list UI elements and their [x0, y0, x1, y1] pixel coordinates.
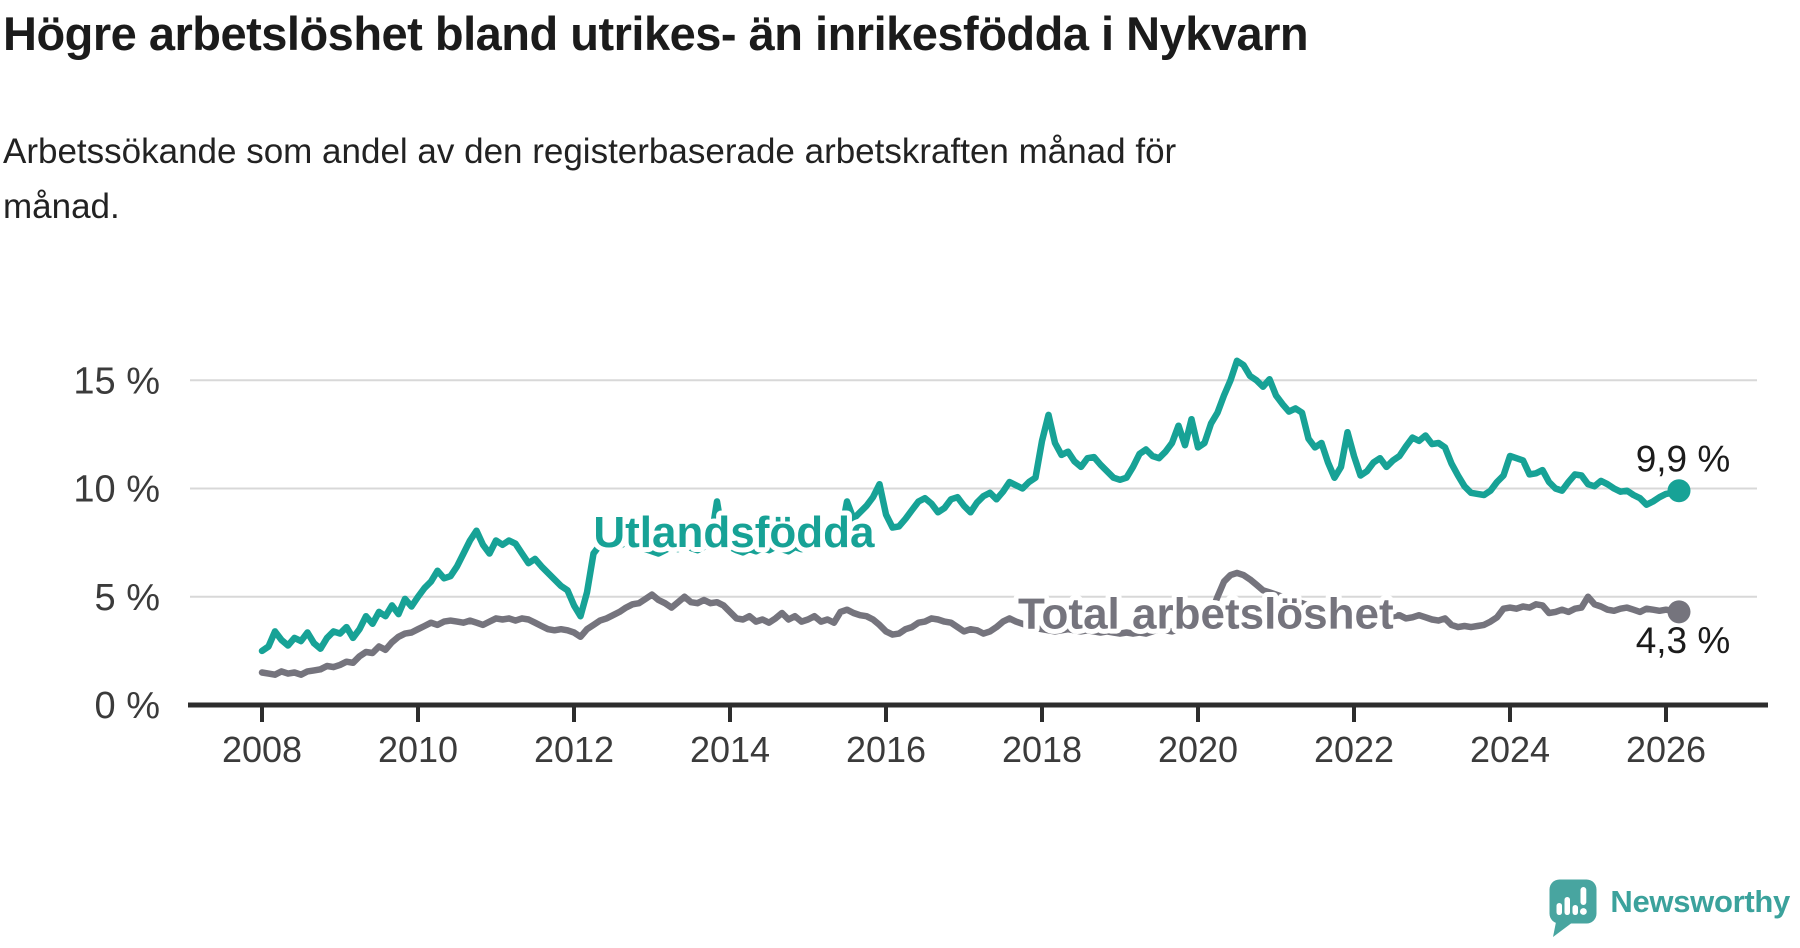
x-tick-label-2024: 2024 — [1470, 729, 1550, 770]
exclamation-dot — [1580, 908, 1588, 915]
speech-bubble-tail — [1553, 917, 1574, 937]
x-tick-label-2014: 2014 — [690, 729, 770, 770]
bar-2 — [1564, 897, 1571, 915]
y-tick-label-5: 5 % — [95, 577, 160, 619]
x-tick-label-2016: 2016 — [846, 729, 926, 770]
series-label-total-arbetsloshet: Total arbetslöshet — [1018, 589, 1394, 638]
series-line-total-arbetsloshet — [258, 569, 1683, 678]
chart-subtitle-line2: månad. — [3, 187, 120, 226]
chart-subtitle: Arbetssökande som andel av den registerb… — [3, 124, 1176, 234]
x-tick-label-2010: 2010 — [378, 729, 458, 770]
series-label-utlandsfodda: Utlandsfödda — [593, 508, 875, 557]
end-dot-utlandsfodda — [1667, 479, 1691, 503]
newsworthy-wordmark: Newsworthy — [1610, 884, 1790, 919]
x-tick-label-2026: 2026 — [1626, 729, 1706, 770]
bar-3 — [1572, 905, 1579, 915]
x-tick-label-2008: 2008 — [222, 729, 302, 770]
end-dot-total-arbetsloshet — [1667, 600, 1691, 624]
newsworthy-logo: Newsworthy — [1549, 879, 1790, 938]
x-tick-label-2012: 2012 — [534, 729, 614, 770]
end-value-utlandsfodda: 9,9 % — [1636, 439, 1731, 480]
x-tick-label-2018: 2018 — [1002, 729, 1082, 770]
bar-1 — [1556, 903, 1563, 915]
exclamation-stem — [1580, 887, 1587, 905]
x-tick-label-2020: 2020 — [1158, 729, 1238, 770]
y-tick-label-10: 10 % — [73, 469, 160, 511]
chart-title: Högre arbetslöshet bland utrikes- än inr… — [3, 7, 1309, 60]
end-value-total-arbetsloshet: 4,3 % — [1636, 620, 1731, 661]
newsworthy-logo-icon — [1549, 879, 1597, 937]
chart-subtitle-line1: Arbetssökande som andel av den registerb… — [3, 132, 1177, 171]
x-tick-label-2022: 2022 — [1314, 729, 1394, 770]
y-tick-label-0: 0 % — [95, 685, 160, 727]
y-tick-label-15: 15 % — [73, 360, 160, 402]
series-line-utlandsfodda — [258, 357, 1683, 655]
